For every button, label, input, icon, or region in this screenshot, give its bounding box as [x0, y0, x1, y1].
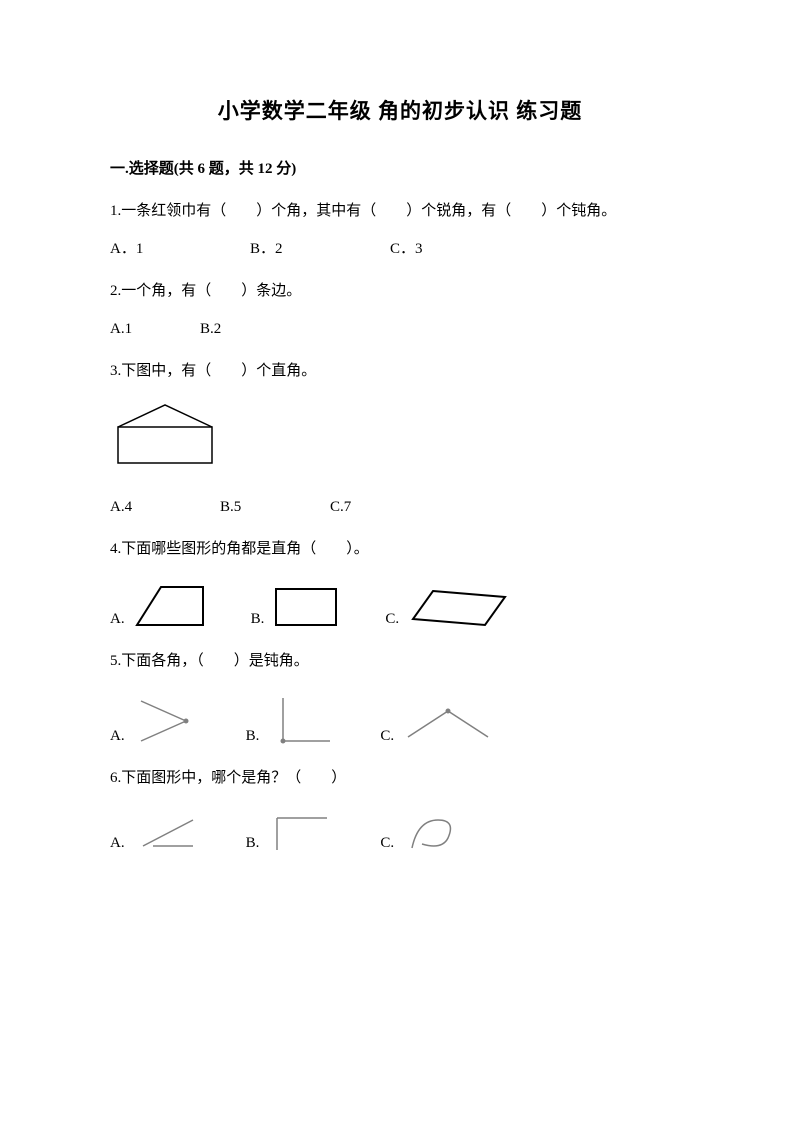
q2-opt-b: B.2 [200, 317, 290, 341]
q6-opt-a: A. [110, 831, 125, 855]
q6-opt-c-wrap: C. [380, 810, 465, 855]
question-6: 6.下面图形中，哪个是角？（ ） A. B. C. [110, 766, 690, 855]
q5-text: 5.下面各角，（ ）是钝角。 [110, 649, 690, 673]
section-header: 一.选择题(共 6 题，共 12 分) [110, 157, 690, 181]
q5-opt-b: B. [246, 724, 260, 748]
rhombus-icon [405, 581, 515, 631]
q4-opt-a: A. [110, 607, 125, 631]
q4-opt-c: C. [385, 607, 399, 631]
q5-opt-a-wrap: A. [110, 693, 206, 748]
question-3: 3.下图中，有（ ）个直角。 A.4 B.5 C.7 [110, 359, 690, 519]
open-angle-icon [131, 810, 206, 855]
q5-opt-c-wrap: C. [380, 693, 495, 748]
trapezoid-icon [131, 581, 211, 631]
q5-opt-c: C. [380, 724, 394, 748]
q6-opt-b-wrap: B. [246, 810, 341, 855]
q6-options: A. B. C. [110, 810, 690, 855]
question-2: 2.一个角，有（ ）条边。 A.1 B.2 [110, 279, 690, 341]
obtuse-angle-icon [400, 693, 495, 748]
q1-text: 1.一条红领巾有（ ）个角，其中有（ ）个锐角，有（ ）个钝角。 [110, 199, 690, 223]
corner-angle-icon [265, 810, 340, 855]
q4-opt-a-wrap: A. [110, 581, 211, 631]
q5-opt-a: A. [110, 724, 125, 748]
q4-options: A. B. C. [110, 581, 690, 631]
q4-opt-b: B. [251, 607, 265, 631]
acute-angle-icon [131, 693, 206, 748]
q3-opt-c: C.7 [330, 495, 440, 519]
q1-opt-a: A．1 [110, 237, 250, 261]
q3-opt-a: A.4 [110, 495, 220, 519]
q3-opt-b: B.5 [220, 495, 330, 519]
q4-opt-b-wrap: B. [251, 581, 346, 631]
q1-options: A．1 B．2 C．3 [110, 237, 690, 261]
q2-text: 2.一个角，有（ ）条边。 [110, 279, 690, 303]
q3-text: 3.下图中，有（ ）个直角。 [110, 359, 690, 383]
q5-opt-b-wrap: B. [246, 693, 341, 748]
q4-opt-c-wrap: C. [385, 581, 515, 631]
page-title: 小学数学二年级 角的初步认识 练习题 [110, 95, 690, 129]
question-4: 4.下面哪些图形的角都是直角（ ）。 A. B. C. [110, 537, 690, 631]
q6-opt-b: B. [246, 831, 260, 855]
q2-opt-a: A.1 [110, 317, 200, 341]
q6-text: 6.下面图形中，哪个是角？（ ） [110, 766, 690, 790]
right-angle-icon [265, 693, 340, 748]
q4-text: 4.下面哪些图形的角都是直角（ ）。 [110, 537, 690, 561]
q5-options: A. B. C. [110, 693, 690, 748]
q3-figure [110, 397, 690, 471]
curve-shape-icon [400, 810, 465, 855]
q2-options: A.1 B.2 [110, 317, 690, 341]
house-shape-icon [110, 397, 220, 471]
question-5: 5.下面各角，（ ）是钝角。 A. B. C. [110, 649, 690, 748]
q6-opt-a-wrap: A. [110, 810, 206, 855]
q6-opt-c: C. [380, 831, 394, 855]
question-1: 1.一条红领巾有（ ）个角，其中有（ ）个锐角，有（ ）个钝角。 A．1 B．2… [110, 199, 690, 261]
q3-options: A.4 B.5 C.7 [110, 495, 690, 519]
q1-opt-c: C．3 [390, 237, 530, 261]
rectangle-icon [270, 581, 345, 631]
q1-opt-b: B．2 [250, 237, 390, 261]
